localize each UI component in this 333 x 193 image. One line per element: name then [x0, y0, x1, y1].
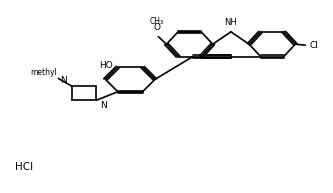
Text: methyl: methyl	[30, 69, 57, 77]
Text: CH₃: CH₃	[150, 17, 164, 26]
Text: NH: NH	[224, 18, 237, 27]
Text: Cl: Cl	[309, 41, 318, 50]
Text: N: N	[101, 101, 107, 110]
Text: HCl: HCl	[15, 162, 33, 172]
Text: HO: HO	[99, 61, 113, 70]
Text: O: O	[153, 23, 160, 32]
Text: N: N	[61, 76, 67, 85]
